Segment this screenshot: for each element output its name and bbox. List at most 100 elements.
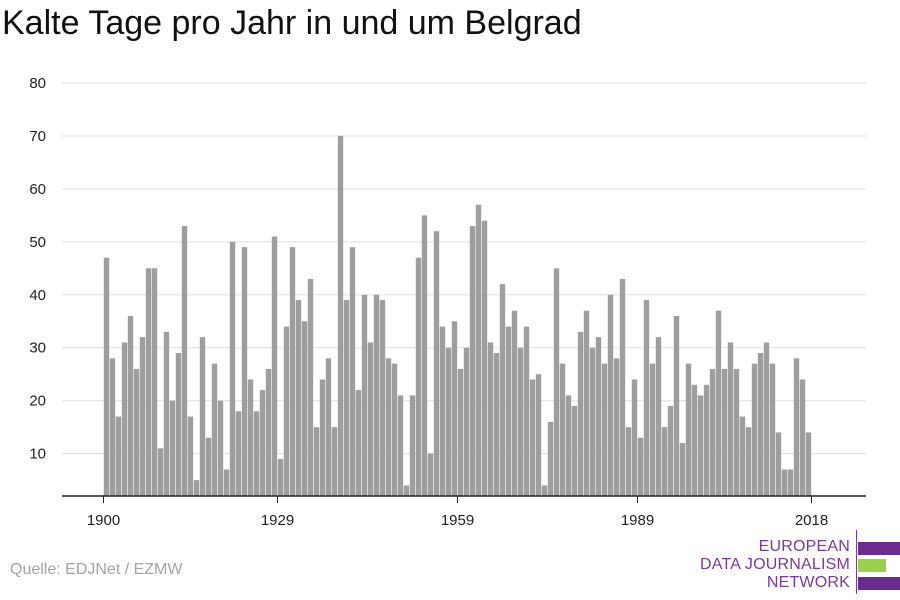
bar-1940 [343,300,350,496]
bar-1976 [559,363,566,496]
y-tick-label: 50 [29,234,46,251]
bar-2000 [703,384,710,496]
bar-2005 [733,368,740,496]
bar-1912 [175,353,182,496]
bar-1934 [307,278,314,496]
bar-1951 [409,395,416,496]
bar-1965 [493,353,500,496]
y-tick-label: 30 [29,340,46,357]
bar-1904 [127,315,134,496]
bar-1911 [169,400,176,496]
y-tick-label: 80 [29,75,46,92]
x-tick-label: 1900 [87,512,120,529]
bar-1909 [157,448,164,496]
y-tick-label: 20 [29,393,46,410]
logo-line-3: NETWORK [766,574,850,591]
bar-1983 [601,363,608,496]
bar-2002 [715,310,722,496]
bar-1973 [541,485,548,496]
bar-1961 [469,225,476,496]
bar-1914 [187,416,194,496]
bar-1960 [463,347,470,496]
bar-1900 [103,257,110,496]
bar-1916 [199,337,206,496]
bar-1994 [667,405,674,496]
bar-1971 [529,379,536,496]
bar-1968 [511,310,518,496]
bar-1927 [265,368,272,496]
bar-1906 [139,337,146,496]
bar-2003 [721,368,728,496]
bar-1963 [481,220,488,496]
bar-1928 [271,236,278,497]
bar-1982 [595,337,602,496]
bar-1933 [301,321,308,496]
bar-1910 [163,331,170,496]
bar-1932 [295,300,302,496]
bar-1955 [433,231,440,496]
bar-1998 [691,384,698,496]
logo-bar-green [858,559,886,572]
bar-2001 [709,368,716,496]
bar-2009 [757,353,764,496]
bar-1980 [583,310,590,496]
bar-1917 [205,437,212,496]
bar-1952 [415,257,422,496]
bar-2012 [775,432,782,496]
bar-1959 [457,368,464,496]
bar-2015 [793,358,800,496]
bar-1942 [355,390,362,496]
x-tick-label: 1929 [261,512,294,529]
y-tick-label: 10 [29,446,46,463]
bar-1939 [337,135,344,496]
bar-1972 [535,374,542,496]
bar-1941 [349,247,356,496]
bar-1945 [373,294,380,496]
bar-1901 [109,358,116,496]
bar-2011 [769,363,776,496]
bars [103,135,812,497]
bar-1903 [121,342,128,496]
bar-1943 [361,294,368,496]
bar-1989 [637,437,644,496]
bar-1991 [649,363,656,496]
bar-1907 [145,268,152,496]
bar-1997 [685,363,692,496]
logo-line-1: EUROPEAN [758,538,850,555]
chart-title: Kalte Tage pro Jahr in und um Belgrad [2,4,582,42]
bar-1925 [253,411,260,496]
bar-chart: 10 20 30 40 50 60 70 80 1900 1929 1959 1989 2018 [29,75,866,529]
bar-1970 [523,326,530,496]
y-tick-label: 70 [29,128,46,145]
bar-1993 [661,427,668,496]
logo-line-2: DATA JOURNALISM [700,556,850,573]
bar-1978 [571,405,578,496]
bar-1957 [445,347,452,496]
bar-1996 [679,443,686,496]
bar-1981 [589,347,596,496]
x-tick-label: 1989 [621,512,654,529]
bar-1990 [643,300,650,496]
bar-1956 [439,326,446,496]
bar-2007 [745,427,752,496]
bar-2016 [799,379,806,496]
source-note: Quelle: EDJNet / EZMW [10,561,183,578]
bar-2013 [781,469,788,496]
bar-1946 [379,300,386,496]
logo-divider [856,530,857,594]
bar-1962 [475,204,482,497]
bar-1915 [193,480,200,496]
bar-1947 [385,358,392,496]
bar-1999 [697,395,704,496]
bar-1908 [151,268,158,496]
y-axis-labels: 10 20 30 40 50 60 70 80 [29,75,46,463]
x-axis: 1900 1929 1959 1989 2018 [62,495,866,529]
bar-1920 [223,469,230,496]
y-tick-label: 60 [29,181,46,198]
bar-1922 [235,411,242,496]
bar-1913 [181,225,188,496]
bar-1964 [487,342,494,496]
bar-1986 [619,278,626,496]
bar-1977 [565,395,572,496]
edjnet-logo: EUROPEAN DATA JOURNALISM NETWORK [700,530,900,596]
